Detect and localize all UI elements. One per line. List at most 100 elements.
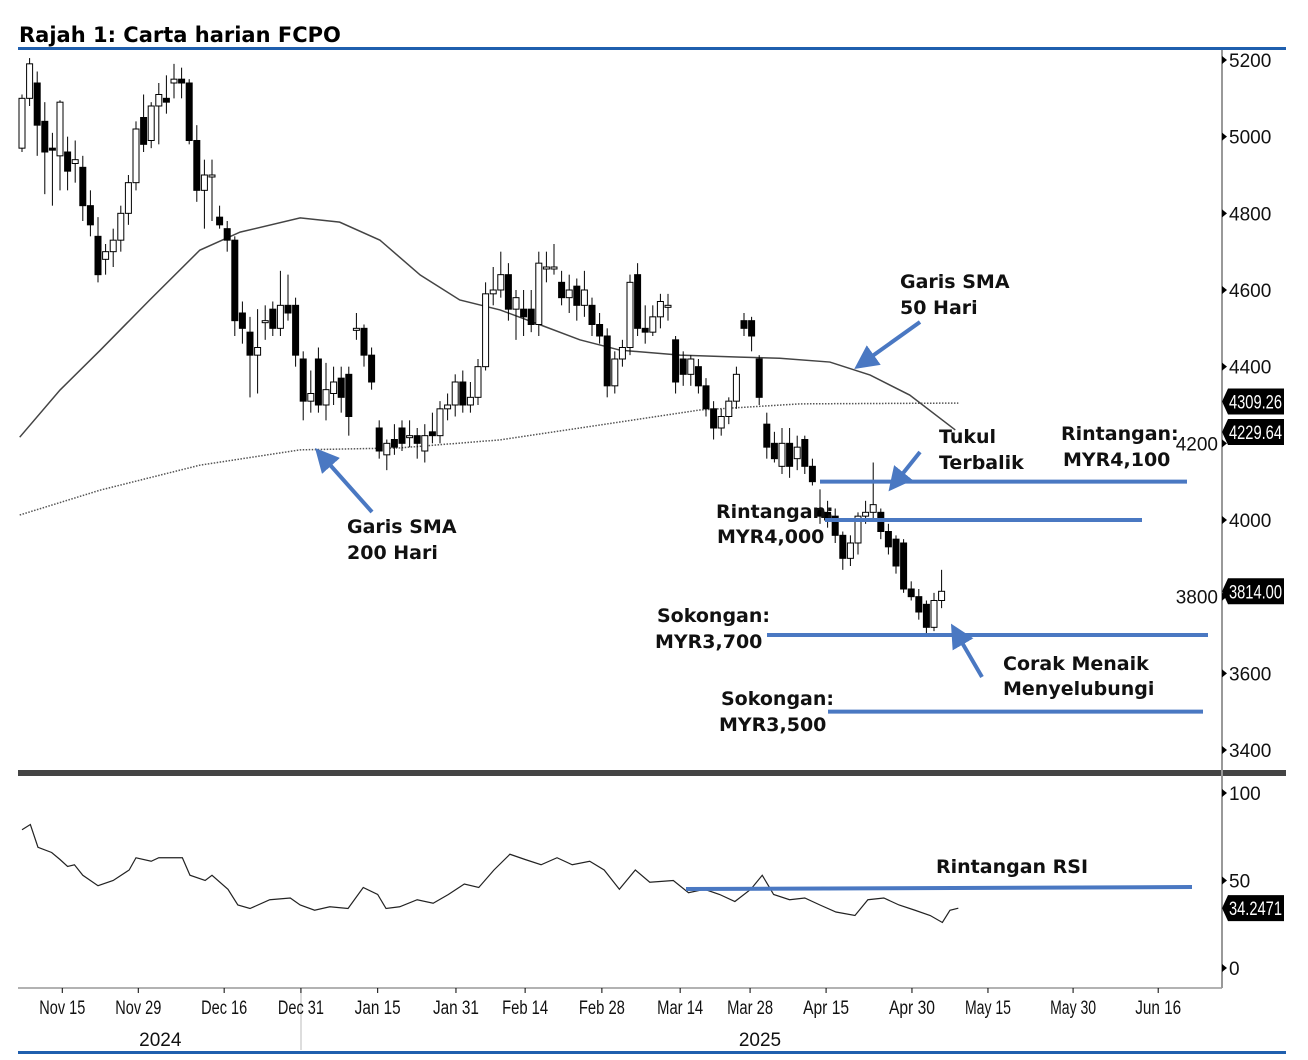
candle xyxy=(48,132,56,206)
candle-body-down xyxy=(428,431,436,437)
candle xyxy=(892,535,900,574)
candle-body-down xyxy=(368,354,376,383)
candle xyxy=(428,412,436,444)
candle xyxy=(162,75,170,114)
engulfing-arrow-icon xyxy=(950,623,984,679)
candle xyxy=(778,427,786,474)
candle-body-down xyxy=(755,358,763,398)
candle xyxy=(846,535,854,566)
candle xyxy=(292,297,300,367)
candle-body-down xyxy=(710,408,718,429)
chart-title: Rajah 1: Carta harian FCPO xyxy=(19,23,341,47)
candle xyxy=(474,358,482,405)
candle xyxy=(216,205,224,229)
candle xyxy=(755,355,763,405)
price-tick-mark xyxy=(1222,745,1227,754)
candle-body-down xyxy=(504,274,512,310)
sma50-arrow-icon xyxy=(854,320,922,369)
candle-body-down xyxy=(360,327,368,356)
engulfing-label-2: Menyelubungi xyxy=(1003,678,1154,700)
candle xyxy=(679,351,687,386)
candle-body-up xyxy=(550,266,558,270)
candle xyxy=(656,293,664,329)
candle xyxy=(185,79,193,145)
price-tick-label: 4000 xyxy=(1229,511,1271,532)
sma200-value-tag: 4309.26 xyxy=(1229,392,1282,413)
price-tick-mark xyxy=(1222,209,1227,218)
engulfing-label-1: Corak Menaik xyxy=(1003,653,1149,675)
candle-body-down xyxy=(786,442,794,467)
date-tick-label: Jan 31 xyxy=(433,998,479,1019)
price-tick-label: 4600 xyxy=(1229,281,1271,302)
sma200-arrow-icon xyxy=(315,448,374,514)
candle xyxy=(41,102,49,195)
price-tick-label: 4400 xyxy=(1229,358,1271,379)
support-3500-label-1: Sokongan: xyxy=(721,688,834,710)
candle xyxy=(558,270,566,306)
price-tick-mark xyxy=(1222,439,1227,448)
candle-body-up xyxy=(732,373,740,402)
candle-body-down xyxy=(178,78,186,84)
candle-body-up xyxy=(330,381,338,394)
hammer-label-1: Tukul xyxy=(939,426,996,448)
price-tick-label: 3600 xyxy=(1229,664,1271,685)
price-tick-mark xyxy=(1222,362,1227,371)
candle xyxy=(330,366,338,405)
rsi-tick-label: 100 xyxy=(1229,784,1261,805)
candle-body-up xyxy=(542,266,550,270)
candle-body-up xyxy=(421,435,429,452)
candle-body-down xyxy=(314,358,322,406)
candle xyxy=(839,531,847,570)
rsi-value-tag: 34.2471 xyxy=(1229,899,1282,920)
candle-body-up xyxy=(535,262,543,325)
candle xyxy=(482,282,490,371)
bottom-rule xyxy=(18,1051,1286,1054)
candle xyxy=(18,94,26,152)
candle-body-up xyxy=(846,542,854,559)
candle xyxy=(489,266,497,306)
pane-splitter[interactable] xyxy=(18,770,1286,776)
candle-body-down xyxy=(801,438,809,467)
candle-body-down xyxy=(94,235,102,276)
candle xyxy=(261,305,269,340)
candle xyxy=(178,67,186,99)
candle xyxy=(124,174,132,225)
candle xyxy=(71,140,79,183)
rsi-pane xyxy=(21,823,959,924)
candle xyxy=(368,347,376,390)
candle xyxy=(520,289,528,336)
candle xyxy=(869,462,877,520)
candle-body-down xyxy=(573,285,581,306)
candle xyxy=(786,427,794,478)
candle-body-down xyxy=(816,507,824,517)
sma50-label-2: 50 Hari xyxy=(900,297,978,319)
candle xyxy=(375,420,383,459)
candle xyxy=(451,374,459,417)
resistance-4100-label-2: MYR4,100 xyxy=(1063,449,1170,471)
candle xyxy=(763,412,771,459)
candle-body-down xyxy=(900,542,908,590)
candle xyxy=(900,539,908,593)
candle-body-up xyxy=(497,274,505,291)
candle-body-up xyxy=(466,396,474,406)
candle xyxy=(611,351,619,394)
candle-body-up xyxy=(930,599,938,628)
candle xyxy=(831,508,839,543)
candle-body-down xyxy=(345,373,353,417)
candle xyxy=(406,420,414,448)
candle xyxy=(687,355,695,386)
candle-body-up xyxy=(276,304,284,329)
candle xyxy=(56,100,64,191)
candle-body-up xyxy=(254,346,262,356)
candle xyxy=(565,274,573,313)
candle xyxy=(352,312,360,340)
candle-body-down xyxy=(641,327,649,333)
candle xyxy=(466,381,474,413)
candle-body-up xyxy=(307,392,315,402)
price-pane xyxy=(18,58,959,635)
candle xyxy=(922,600,930,635)
candle-body-down xyxy=(922,603,930,628)
date-tick-label: Feb 14 xyxy=(502,998,548,1019)
candle xyxy=(33,71,41,156)
